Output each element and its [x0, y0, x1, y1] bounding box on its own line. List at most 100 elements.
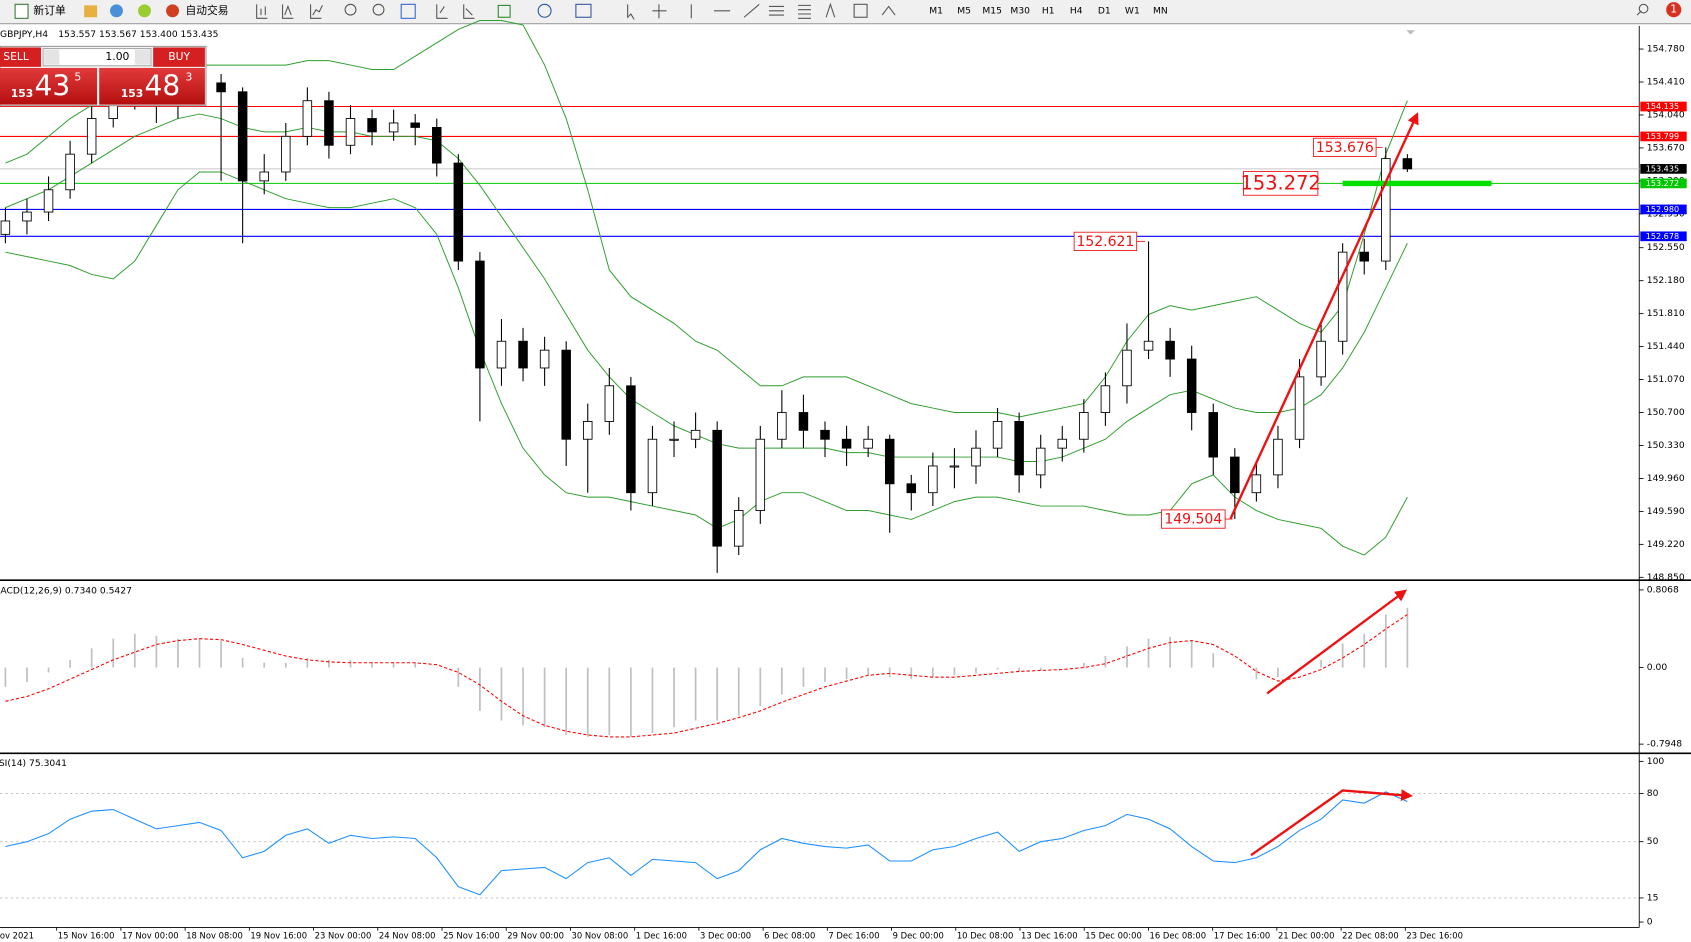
tool-icon[interactable]	[497, 4, 511, 18]
bid-box[interactable]	[0, 67, 98, 105]
candle-body	[1316, 340, 1326, 378]
level-tag-label: 152.980	[1646, 204, 1679, 214]
tool-icon[interactable]	[627, 4, 635, 20]
tool-icon[interactable]	[825, 2, 836, 18]
timeframe-button[interactable]: M15	[982, 5, 1002, 16]
x-tick-label: 13 Dec 16:00	[1021, 931, 1078, 941]
tool-icon[interactable]	[768, 5, 785, 16]
button-label: 自动交易	[185, 4, 228, 17]
candle-body	[1079, 412, 1089, 440]
notification-badge[interactable]	[1666, 2, 1682, 18]
lot-input[interactable]	[42, 47, 152, 67]
candle-body	[539, 349, 550, 369]
ask-fraction: 3	[185, 71, 192, 84]
y-tick-label: 154.410	[1647, 77, 1685, 88]
macd-title: MACD(12,26,9) 0.7340 0.5427	[0, 585, 132, 596]
candle-body	[1186, 358, 1197, 413]
tool-icon[interactable]	[537, 3, 552, 18]
tool-icon[interactable]	[310, 4, 323, 19]
y-tick-label: 148.850	[1647, 572, 1685, 583]
candle-body	[367, 118, 377, 133]
x-tick-label: 21 Dec 00:00	[1278, 931, 1335, 941]
x-tick-label: 17 Nov 00:00	[122, 931, 179, 941]
timeframe-button[interactable]: M1	[929, 5, 943, 16]
y-tick-label: 151.070	[1647, 374, 1685, 385]
level-tag-label: 153.272	[1646, 178, 1679, 188]
candle-body	[1402, 158, 1413, 170]
tool-icon[interactable]	[84, 5, 98, 18]
tool-icon[interactable]	[652, 4, 667, 19]
y-tick-label: 150.700	[1647, 407, 1685, 418]
new-order-button[interactable]: 新订单	[14, 3, 66, 19]
candle-body	[496, 340, 507, 369]
autotrade-button[interactable]: 自动交易	[166, 4, 229, 18]
lot-down[interactable]	[44, 49, 60, 65]
tool-icon[interactable]	[344, 3, 357, 16]
search-icon[interactable]	[1636, 3, 1649, 16]
buy-button[interactable]	[153, 47, 205, 67]
tool-icons	[256, 2, 1649, 20]
level-tag	[1640, 178, 1687, 189]
tool-icon[interactable]	[282, 4, 294, 19]
candle-body	[971, 447, 981, 467]
level-tag-label: 152.678	[1646, 231, 1679, 241]
candle-body	[281, 135, 291, 173]
ask-box[interactable]	[99, 67, 205, 105]
x-tick-label: 9 Dec 00:00	[893, 931, 944, 941]
tool-icon[interactable]	[881, 5, 896, 16]
tool-icon[interactable]	[798, 4, 811, 19]
x-tick-label: 1 Dec 16:00	[636, 931, 687, 941]
x-tick-label: 23 Nov 00:00	[315, 931, 372, 941]
tool-icon[interactable]	[372, 3, 385, 16]
y-tick-label: 153.670	[1647, 142, 1685, 153]
candle-body	[1337, 251, 1348, 342]
x-tick-label: 30 Nov 08:00	[572, 931, 629, 941]
x-tick-label: 19 Nov 16:00	[250, 931, 307, 941]
tool-icon[interactable]	[436, 4, 448, 19]
tool-icon[interactable]	[110, 4, 123, 18]
candle-body	[1381, 158, 1391, 262]
timeframe-button[interactable]: H1	[1042, 5, 1055, 16]
ask-pips: 48	[145, 69, 181, 102]
y-tick-label: 151.440	[1647, 341, 1685, 352]
timeframe-button[interactable]: MN	[1153, 5, 1168, 16]
level-tag	[1640, 231, 1687, 242]
y-tick-label: 149.590	[1647, 506, 1685, 517]
sell-button[interactable]	[0, 47, 41, 67]
timeframe-button[interactable]: M30	[1010, 5, 1030, 16]
candle-body	[86, 118, 97, 155]
trend-arrow	[1229, 112, 1419, 520]
candle-body	[755, 438, 766, 511]
candle-body	[1230, 456, 1240, 494]
tool-icon[interactable]	[256, 4, 268, 19]
rsi-title: RSI(14) 75.3041	[0, 758, 67, 769]
x-tick-label: 29 Nov 00:00	[507, 931, 564, 941]
timeframe-button[interactable]: H4	[1070, 5, 1083, 16]
tool-icon[interactable]	[853, 3, 868, 18]
trend-arrow	[1266, 589, 1408, 695]
candle-body	[733, 510, 744, 547]
tool-icon[interactable]	[575, 3, 592, 18]
tool-icon[interactable]	[743, 3, 760, 18]
lot-value: 1.00	[105, 50, 129, 63]
timeframe-button[interactable]: D1	[1098, 5, 1111, 16]
candle-body	[604, 385, 615, 422]
y-tick-label: 50	[1647, 836, 1659, 847]
tool-icon[interactable]	[463, 4, 475, 19]
level-tag-label: 153.435	[1646, 163, 1679, 173]
level-tag-label: 154.135	[1646, 101, 1679, 111]
y-tick-label: 152.180	[1647, 275, 1685, 286]
tool-icon[interactable]	[400, 3, 416, 19]
tool-icon[interactable]	[138, 4, 151, 18]
timeframe-button[interactable]: W1	[1125, 5, 1140, 16]
lot-up[interactable]	[134, 49, 150, 65]
level-tag	[1640, 101, 1687, 112]
timeframe-button[interactable]: M5	[957, 5, 971, 16]
candle-body	[345, 118, 356, 146]
candle-body	[690, 429, 701, 440]
annotation-box	[1313, 137, 1377, 157]
x-tick-label: 22 Dec 08:00	[1342, 931, 1399, 941]
x-tick-label: 24 Nov 08:00	[379, 931, 436, 941]
candle-body	[1143, 340, 1154, 351]
candle-body	[453, 162, 464, 262]
